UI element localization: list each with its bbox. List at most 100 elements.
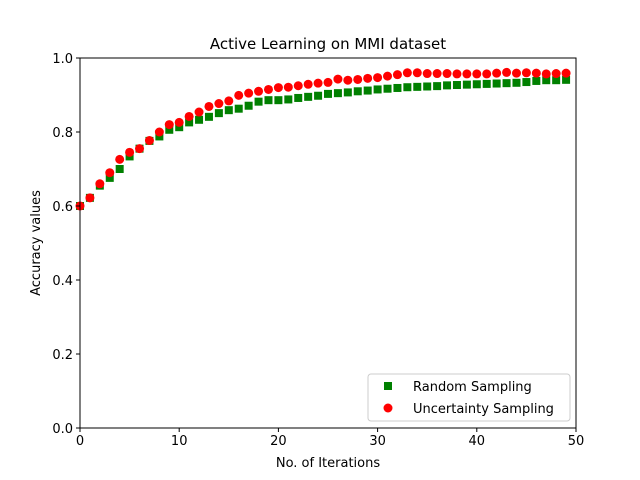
plot-area [75,67,571,211]
data-point [562,75,571,84]
data-point [353,87,362,96]
legend-marker [383,403,393,413]
x-tick-label: 0 [76,434,84,449]
data-point [402,68,412,78]
data-point [442,69,452,79]
data-point [392,70,402,80]
data-point [512,78,521,87]
data-point [234,90,244,100]
data-point [254,86,264,96]
data-point [224,96,234,106]
data-point [413,82,422,91]
data-point [224,106,233,115]
y-tick-label: 0.4 [52,274,73,289]
data-point [511,68,521,78]
data-point [313,78,323,88]
data-point [492,68,502,78]
data-point [234,104,243,113]
x-axis-label: No. of Iterations [276,456,381,471]
data-point [433,82,442,91]
data-point [492,79,501,88]
data-point [383,84,392,93]
data-point [204,101,214,111]
x-tick-label: 20 [270,434,287,449]
chart-title: Active Learning on MMI dataset [210,35,446,53]
y-tick-label: 0.6 [52,200,73,215]
y-tick-label: 0.8 [52,126,73,141]
data-point [85,193,95,203]
data-point [423,82,432,91]
plot-frame [79,57,577,429]
data-point [105,173,114,182]
data-point [274,96,283,105]
y-axis-label: Accuracy values [29,190,44,296]
data-point [403,83,412,92]
data-point [144,136,154,146]
data-point [175,123,184,132]
data-point [105,168,115,178]
data-point [393,83,402,92]
data-point [502,79,511,88]
y-axis: 0.0 0.2 0.4 0.6 0.8 1.0 [52,52,80,437]
data-point [541,69,551,79]
data-point [154,127,164,137]
data-point [522,78,531,87]
data-point [373,85,382,94]
series-uncertainty-sampling [75,67,571,211]
data-point [115,154,125,164]
data-point [353,74,363,84]
data-point [343,75,353,85]
data-point [472,80,481,89]
data-point [244,88,254,98]
x-tick-label: 30 [369,434,386,449]
data-point [165,125,174,134]
x-tick-label: 50 [568,434,585,449]
data-point [343,88,352,97]
data-point [263,84,273,94]
data-point [284,95,293,104]
data-point [195,115,204,124]
data-point [383,71,393,81]
data-point [303,79,313,89]
x-axis: 0 10 20 30 40 50 [76,428,584,449]
data-point [214,109,223,118]
data-point [561,68,571,78]
legend-marker [384,382,392,390]
data-point [115,165,124,173]
x-tick-label: 10 [171,434,188,449]
data-point [273,83,283,93]
data-point [422,69,432,79]
data-point [135,144,145,154]
data-point [333,89,342,98]
data-point [443,81,452,90]
legend-label: Uncertainty Sampling [413,402,554,417]
data-point [314,91,323,100]
data-point [482,69,492,79]
data-point [283,82,293,92]
data-point [333,74,343,84]
data-point [185,118,194,127]
data-point [254,97,263,106]
data-point [363,86,372,95]
data-point [323,77,333,87]
data-point [432,69,442,79]
data-point [552,76,561,85]
series-random-sampling [76,75,571,210]
data-point [502,67,512,77]
data-point [452,69,462,79]
data-point [184,111,194,121]
legend-box [367,373,571,422]
data-point [164,120,174,130]
data-point [551,69,561,79]
data-point [373,73,383,83]
data-point [462,69,472,79]
data-point [174,117,184,127]
data-point [214,99,224,109]
data-point [452,81,461,90]
data-point [363,73,373,83]
data-point [482,79,491,88]
data-point [472,69,482,79]
data-point [462,80,471,89]
y-tick-label: 0.2 [52,348,73,363]
